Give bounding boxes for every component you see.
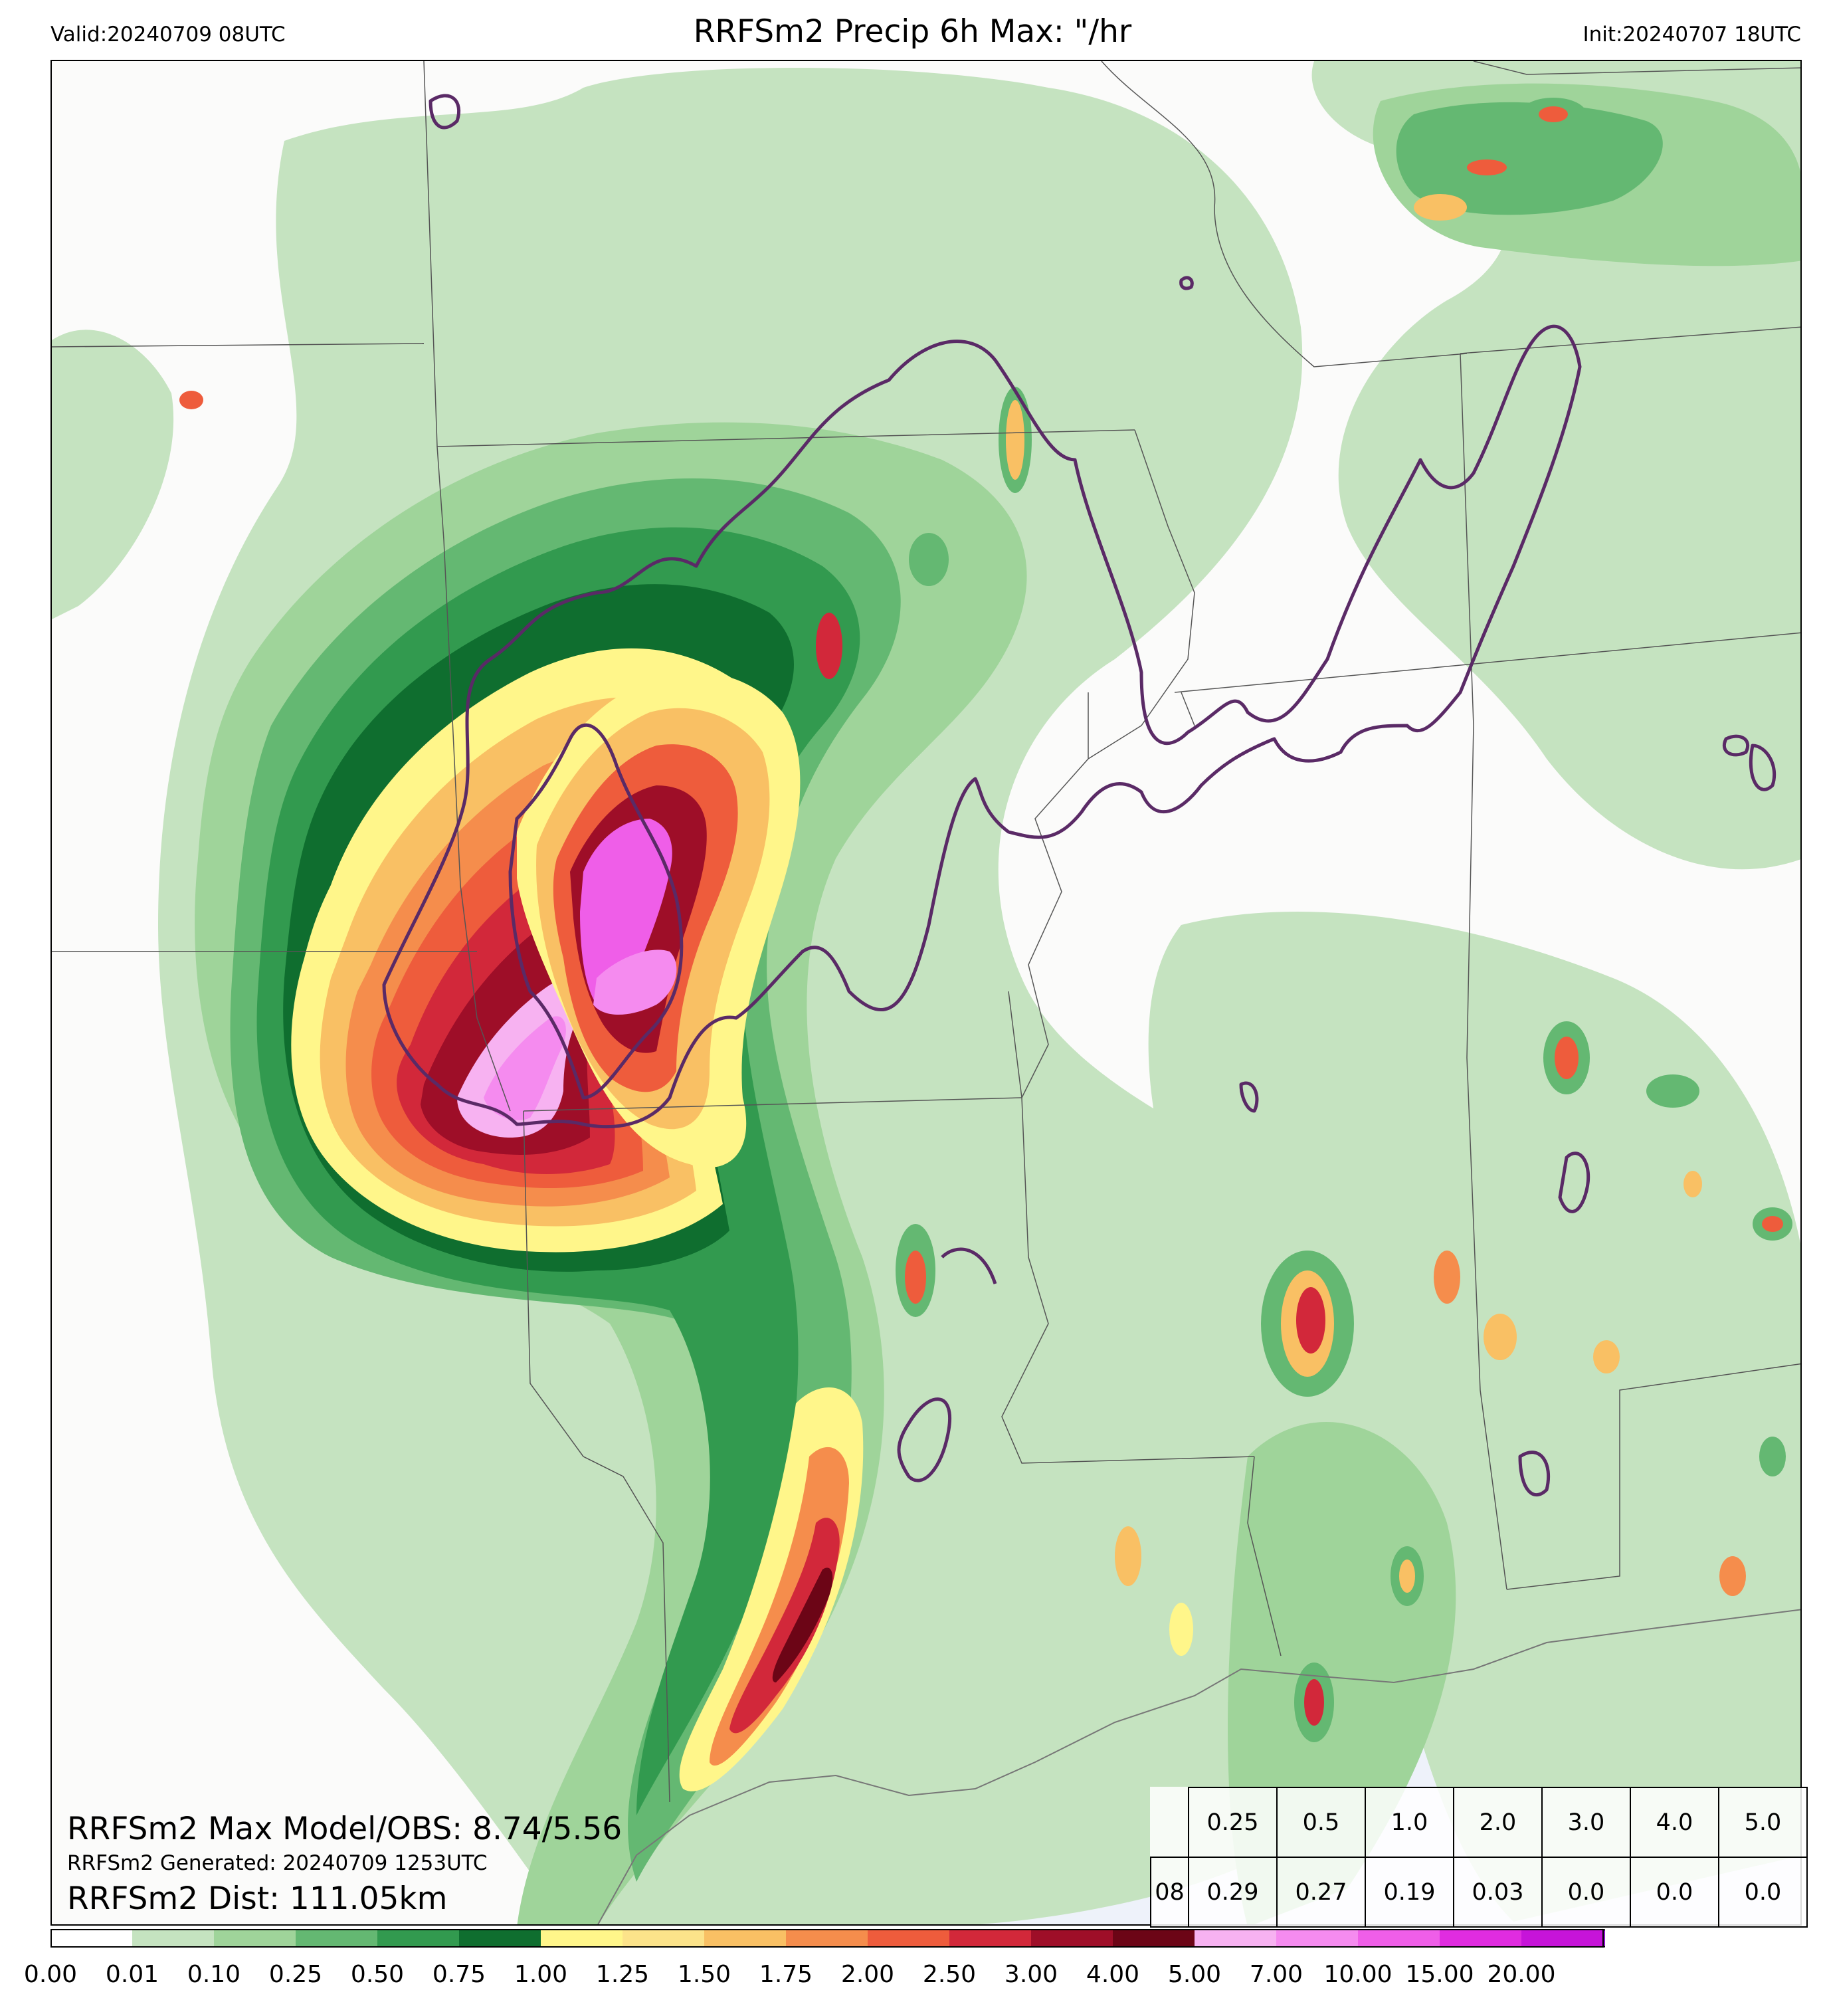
precip-map-canvas xyxy=(52,61,1800,1924)
colorbar-tick-label: 4.00 xyxy=(1086,1961,1140,1988)
colorbar-tick-label: 1.75 xyxy=(759,1961,813,1988)
colorbar-tick-label: 5.00 xyxy=(1167,1961,1222,1988)
map-title: RRFSm2 Precip 6h Max: "/hr xyxy=(693,13,1132,50)
generated-time-label: RRFSm2 Generated: 20240709 1253UTC xyxy=(67,1851,488,1875)
colorbar-segment xyxy=(377,1930,459,1947)
table-corner xyxy=(1151,1787,1189,1857)
colorbar-segment xyxy=(1031,1930,1113,1947)
colorbar-tick-label: 20.00 xyxy=(1487,1961,1556,1988)
colorbar-segment xyxy=(50,1930,132,1947)
colorbar-tick-label: 3.00 xyxy=(1004,1961,1058,1988)
colorbar-segment xyxy=(214,1930,296,1947)
coastline xyxy=(597,1609,1800,1924)
colorbar-tick-label: 2.50 xyxy=(922,1961,977,1988)
scattered-storm-cells xyxy=(179,98,1792,1742)
value-cell: 0.0 xyxy=(1718,1857,1808,1928)
value-cell: 0.0 xyxy=(1630,1857,1719,1928)
colorbar-tick-label: 0.00 xyxy=(23,1961,78,1988)
intense-core-central xyxy=(517,672,801,1168)
state-boundaries xyxy=(52,61,1800,1803)
colorbar-tick-label: 15.00 xyxy=(1405,1961,1474,1988)
colorbar-segment xyxy=(949,1930,1031,1947)
colorbar-segment xyxy=(623,1930,704,1947)
colorbar-tick-label: 2.00 xyxy=(840,1961,895,1988)
colorbar-segment xyxy=(132,1930,214,1947)
colorbar-tick-labels: 0.00 0.01 0.10 0.25 0.50 0.75 1.00 1.25 1.50 1.75… xyxy=(0,1961,1825,1994)
colorbar-segment xyxy=(1358,1930,1440,1947)
threshold-cell: 0.5 xyxy=(1276,1787,1366,1858)
threshold-cell: 5.0 xyxy=(1718,1787,1808,1858)
threshold-cell: 1.0 xyxy=(1365,1787,1454,1858)
colorbar-tick-label: 1.50 xyxy=(677,1961,731,1988)
threshold-cell: 3.0 xyxy=(1541,1787,1631,1858)
precip-map xyxy=(50,60,1802,1926)
colorbar-segment xyxy=(1440,1930,1521,1947)
colorbar-tick-label: 0.75 xyxy=(432,1961,486,1988)
threshold-cell: 4.0 xyxy=(1630,1787,1719,1858)
colorbar-tick-label: 0.25 xyxy=(268,1961,323,1988)
colorbar-segment xyxy=(1195,1930,1276,1947)
value-cell: 0.0 xyxy=(1541,1857,1631,1928)
colorbar-tick-label: 7.00 xyxy=(1249,1961,1303,1988)
colorbar-segment xyxy=(704,1930,786,1947)
colorbar-segment xyxy=(459,1930,541,1947)
threshold-stats-table: 0.25 0.5 1.0 2.0 3.0 4.0 5.0 08 0.29 0.2… xyxy=(1150,1787,1808,1928)
colorbar-segment xyxy=(296,1930,377,1947)
max-model-obs-label: RRFSm2 Max Model/OBS: 8.74/5.56 xyxy=(67,1811,623,1847)
value-cell: 0.27 xyxy=(1276,1857,1366,1928)
colorbar-segment xyxy=(1113,1930,1195,1947)
colorbar-outline xyxy=(50,1929,1604,1948)
hour-cell: 08 xyxy=(1150,1857,1189,1928)
colorbar-segment xyxy=(868,1930,949,1947)
colorbar-tick-label: 1.25 xyxy=(595,1961,650,1988)
init-time-label: Init:20240707 18UTC xyxy=(1583,23,1801,47)
colorbar-segment xyxy=(1276,1930,1358,1947)
stats-value-row: 08 0.29 0.27 0.19 0.03 0.0 0.0 0.0 xyxy=(1150,1857,1808,1928)
colorbar-tick-label: 1.00 xyxy=(514,1961,568,1988)
colorbar-segment xyxy=(541,1930,623,1947)
distance-label: RRFSm2 Dist: 111.05km xyxy=(67,1880,448,1917)
colorbar-tick-label: 10.00 xyxy=(1323,1961,1393,1988)
colorbar-tick-label: 0.10 xyxy=(187,1961,241,1988)
colorbar-segment xyxy=(1521,1930,1603,1947)
threshold-cell: 2.0 xyxy=(1453,1787,1543,1858)
southern-rain-band xyxy=(679,1387,864,1791)
valid-time-label: Valid:20240709 08UTC xyxy=(50,23,286,47)
observed-precip-contours xyxy=(382,94,1777,1497)
value-cell: 0.19 xyxy=(1365,1857,1454,1928)
value-cell: 0.03 xyxy=(1453,1857,1543,1928)
value-cell: 0.29 xyxy=(1188,1857,1278,1928)
threshold-header-row: 0.25 0.5 1.0 2.0 3.0 4.0 5.0 xyxy=(1151,1787,1808,1858)
colorbar-tick-label: 0.01 xyxy=(105,1961,159,1988)
colorbar xyxy=(50,1928,1605,1948)
colorbar-segment xyxy=(786,1930,868,1947)
threshold-cell: 0.25 xyxy=(1188,1787,1278,1858)
colorbar-tick-label: 0.50 xyxy=(350,1961,405,1988)
